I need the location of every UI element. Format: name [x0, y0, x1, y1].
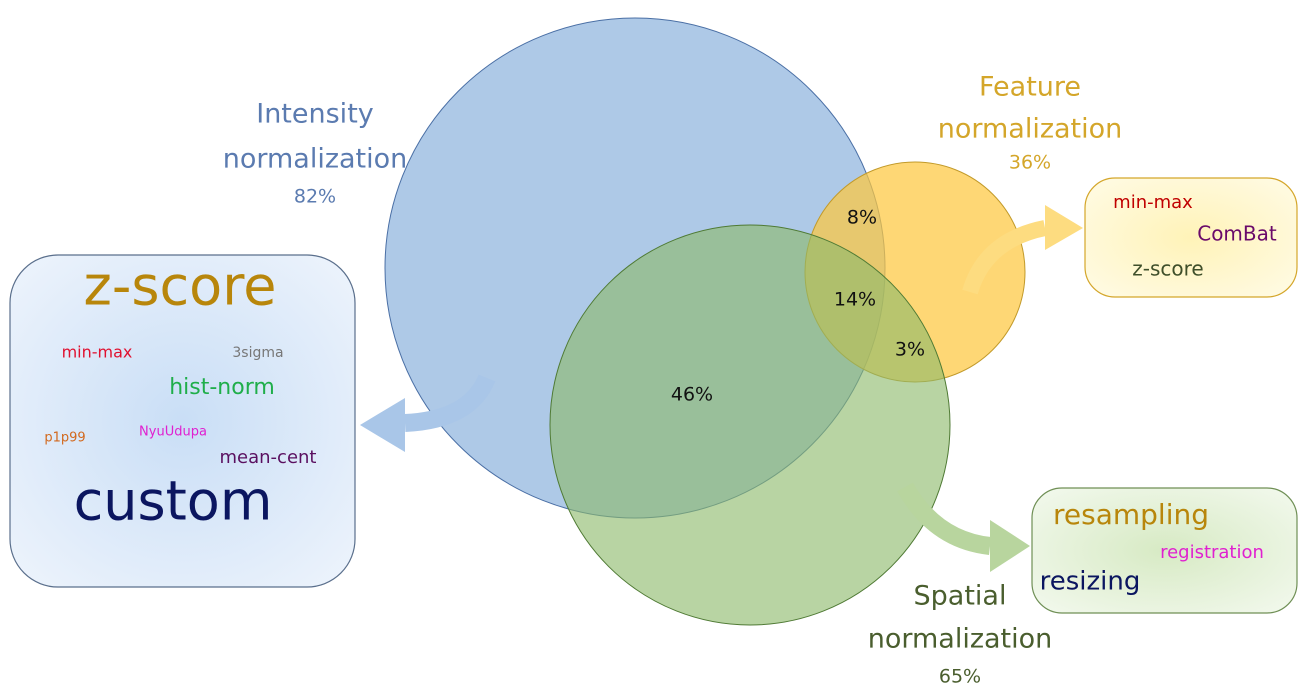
set-label: Intensity: [256, 99, 374, 130]
intersection-labels: 8% 14% 3% 46%: [671, 207, 925, 406]
method-word: mean-cent: [220, 447, 317, 468]
set-label: normalization: [223, 144, 408, 175]
spatial-label: Spatial normalization 65%: [868, 581, 1053, 687]
method-word: z-score: [84, 255, 277, 318]
method-word: ComBat: [1197, 222, 1277, 246]
spatial-circle: [549, 224, 951, 626]
intensity-box: [9, 254, 356, 588]
spatial-arrow: [897, 482, 992, 555]
intersection-label: 46%: [671, 384, 713, 406]
method-word: resampling: [1053, 498, 1209, 531]
method-word: z-score: [1132, 257, 1203, 281]
method-word: 3sigma: [232, 345, 283, 361]
method-word: hist-norm: [169, 375, 275, 400]
feature-arrow: [962, 220, 1047, 295]
feature-label: Feature normalization 36%: [938, 72, 1123, 174]
method-word: p1p99: [44, 431, 85, 446]
set-share: 36%: [1009, 152, 1051, 174]
set-label: Spatial: [914, 581, 1007, 612]
method-word: min-max: [1113, 192, 1193, 213]
method-word: registration: [1160, 542, 1264, 563]
set-label: normalization: [938, 114, 1123, 145]
method-word: custom: [74, 470, 273, 533]
set-share: 65%: [939, 666, 981, 687]
method-word: resizing: [1040, 567, 1141, 597]
intersection-label: 14%: [834, 289, 876, 311]
feature-arrowhead: [1045, 205, 1083, 250]
spatial-box: [1031, 487, 1298, 614]
intersection-label: 8%: [847, 207, 877, 229]
spatial-arrowhead: [990, 520, 1030, 572]
method-word: NyuUdupa: [139, 425, 207, 440]
method-word: min-max: [62, 343, 133, 362]
set-label: Feature: [979, 72, 1081, 103]
set-label: normalization: [868, 624, 1053, 655]
intensity-arrow: [404, 374, 496, 432]
intensity-label: Intensity normalization 82%: [223, 99, 408, 208]
intensity-arrowhead: [360, 398, 405, 452]
set-share: 82%: [294, 186, 336, 208]
intersection-label: 3%: [895, 339, 925, 361]
feature-box: [1084, 177, 1298, 298]
